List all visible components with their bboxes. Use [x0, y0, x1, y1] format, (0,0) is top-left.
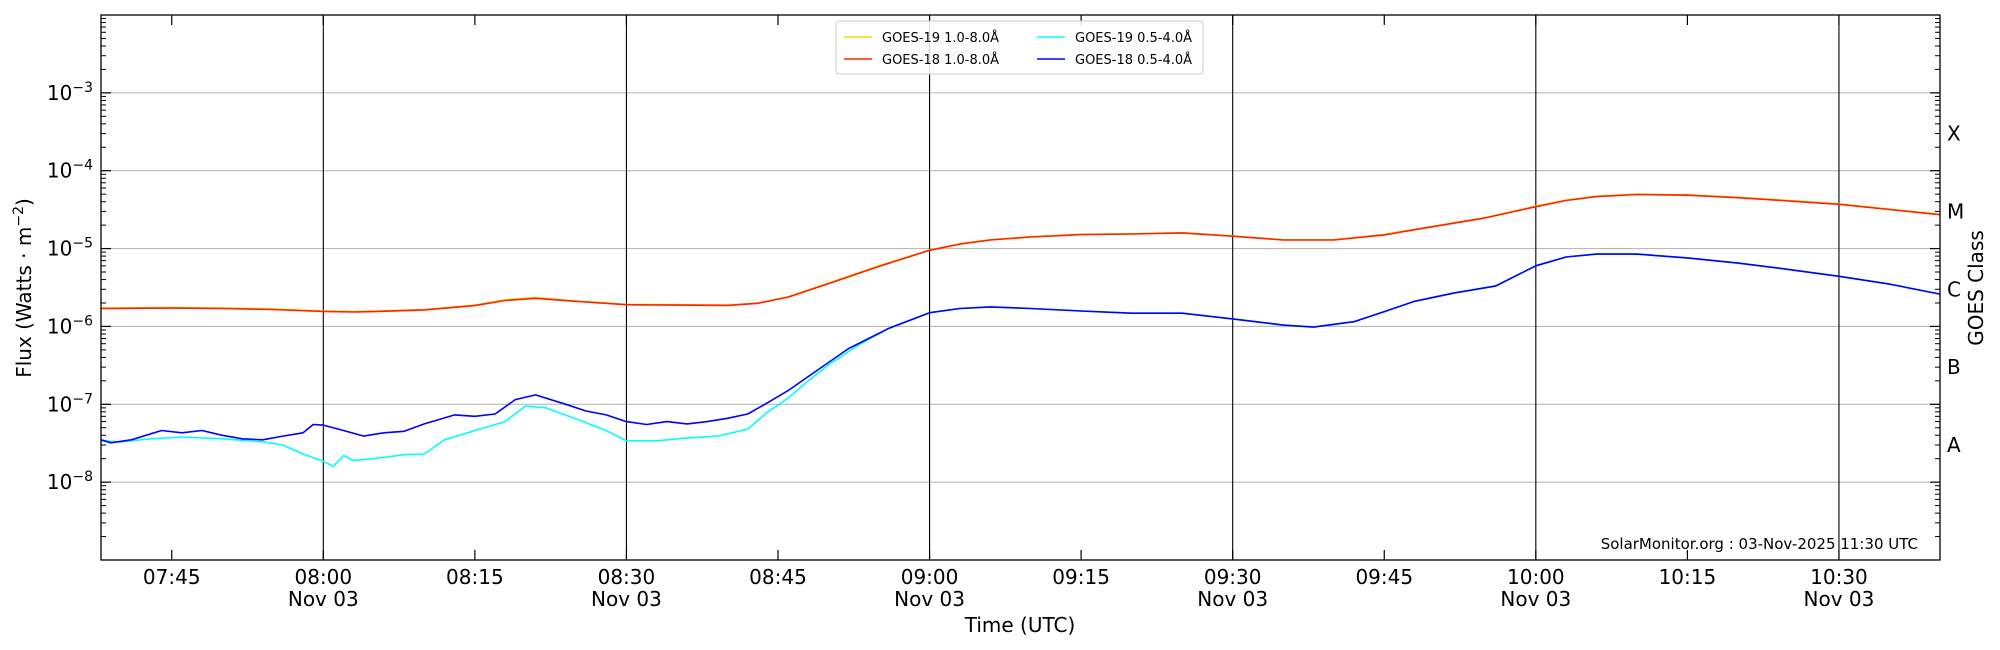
y-tick-base: 10: [47, 81, 72, 105]
y-tick-base: 10: [47, 159, 72, 183]
y-tick-label: 10−8: [47, 469, 93, 494]
y-tick-label: 10−3: [47, 80, 93, 105]
y-tick-label: 10−4: [47, 158, 93, 183]
x-axis-title: Time (UTC): [964, 613, 1076, 637]
y-axis-title-close: ): [12, 198, 36, 206]
y-tick-exponent: −8: [72, 469, 93, 485]
goes-class-axis-title: GOES Class: [1964, 230, 1988, 346]
legend-entry: GOES-19 0.5-4.0Å: [1075, 30, 1192, 46]
x-tick-label: 09:15: [1052, 565, 1110, 589]
x-tick-date-label: Nov 03: [288, 587, 359, 611]
y-tick-base: 10: [47, 392, 72, 416]
y-tick-label: 10−6: [47, 313, 93, 338]
y-tick-exponent: −7: [72, 391, 93, 407]
x-tick-label: 10:00: [1507, 565, 1565, 589]
x-tick-date-label: Nov 03: [894, 587, 965, 611]
x-tick-label: 07:45: [143, 565, 201, 589]
horizontal-grid: [101, 92, 1940, 483]
credit-text: SolarMonitor.org : 03-Nov-2025 11:30 UTC: [1601, 535, 1918, 553]
goes-class-label: M: [1947, 199, 1964, 223]
x-tick-label: 09:45: [1355, 565, 1413, 589]
goes-class-label: A: [1947, 433, 1961, 457]
flux-series: [100, 193, 1941, 468]
x-tick-label: 08:00: [294, 565, 352, 589]
goes-class-labels: A B C M X: [1947, 122, 1964, 457]
plot-frame: [100, 14, 1941, 561]
date-vertical-lines: [322, 15, 1840, 560]
legend-entry: GOES-19 1.0-8.0Å: [882, 30, 999, 46]
x-tick-label: 10:15: [1659, 565, 1717, 589]
legend-entry: GOES-18 1.0-8.0Å: [882, 52, 999, 68]
x-tick-date-label: Nov 03: [1500, 587, 1571, 611]
y-tick-base: 10: [47, 237, 72, 261]
legend-box: [835, 20, 1204, 75]
goes-class-label: C: [1947, 277, 1961, 301]
series-line: [100, 193, 1941, 313]
x-tick-date-label: Nov 03: [591, 587, 662, 611]
y-tick-label: 10−5: [47, 236, 93, 261]
y-tick-exponent: −6: [72, 313, 93, 329]
x-tick-label: 08:30: [598, 565, 656, 589]
x-tick-label: 09:00: [901, 565, 959, 589]
x-tick-label: 09:30: [1204, 565, 1262, 589]
y-axis-title-exponent: −2: [11, 206, 27, 227]
goes-class-label: X: [1947, 122, 1961, 146]
y-tick-base: 10: [47, 314, 72, 338]
x-tick-label: 08:45: [749, 565, 807, 589]
y-tick-exponent: −4: [72, 158, 93, 174]
x-tick-label: 08:15: [446, 565, 504, 589]
x-tick-date-label: Nov 03: [1804, 587, 1875, 611]
x-tick-label: 10:30: [1810, 565, 1868, 589]
y-axis-ticks: 10−810−710−610−510−410−3: [47, 18, 1940, 538]
y-tick-exponent: −5: [72, 236, 93, 252]
y-axis-title-main: Flux (Watts · m: [12, 227, 36, 378]
x-tick-date-label: Nov 03: [1197, 587, 1268, 611]
goes-class-label: B: [1947, 355, 1961, 379]
series-line: [100, 253, 1941, 444]
y-tick-exponent: −3: [72, 80, 93, 96]
legend-entry: GOES-18 0.5-4.0Å: [1075, 52, 1192, 68]
y-tick-label: 10−7: [47, 391, 93, 416]
legend: GOES-19 1.0-8.0Å GOES-18 1.0-8.0Å GOES-19 …: [835, 20, 1204, 75]
y-axis-title: Flux (Watts · m−2): [11, 198, 36, 378]
y-tick-base: 10: [47, 470, 72, 494]
